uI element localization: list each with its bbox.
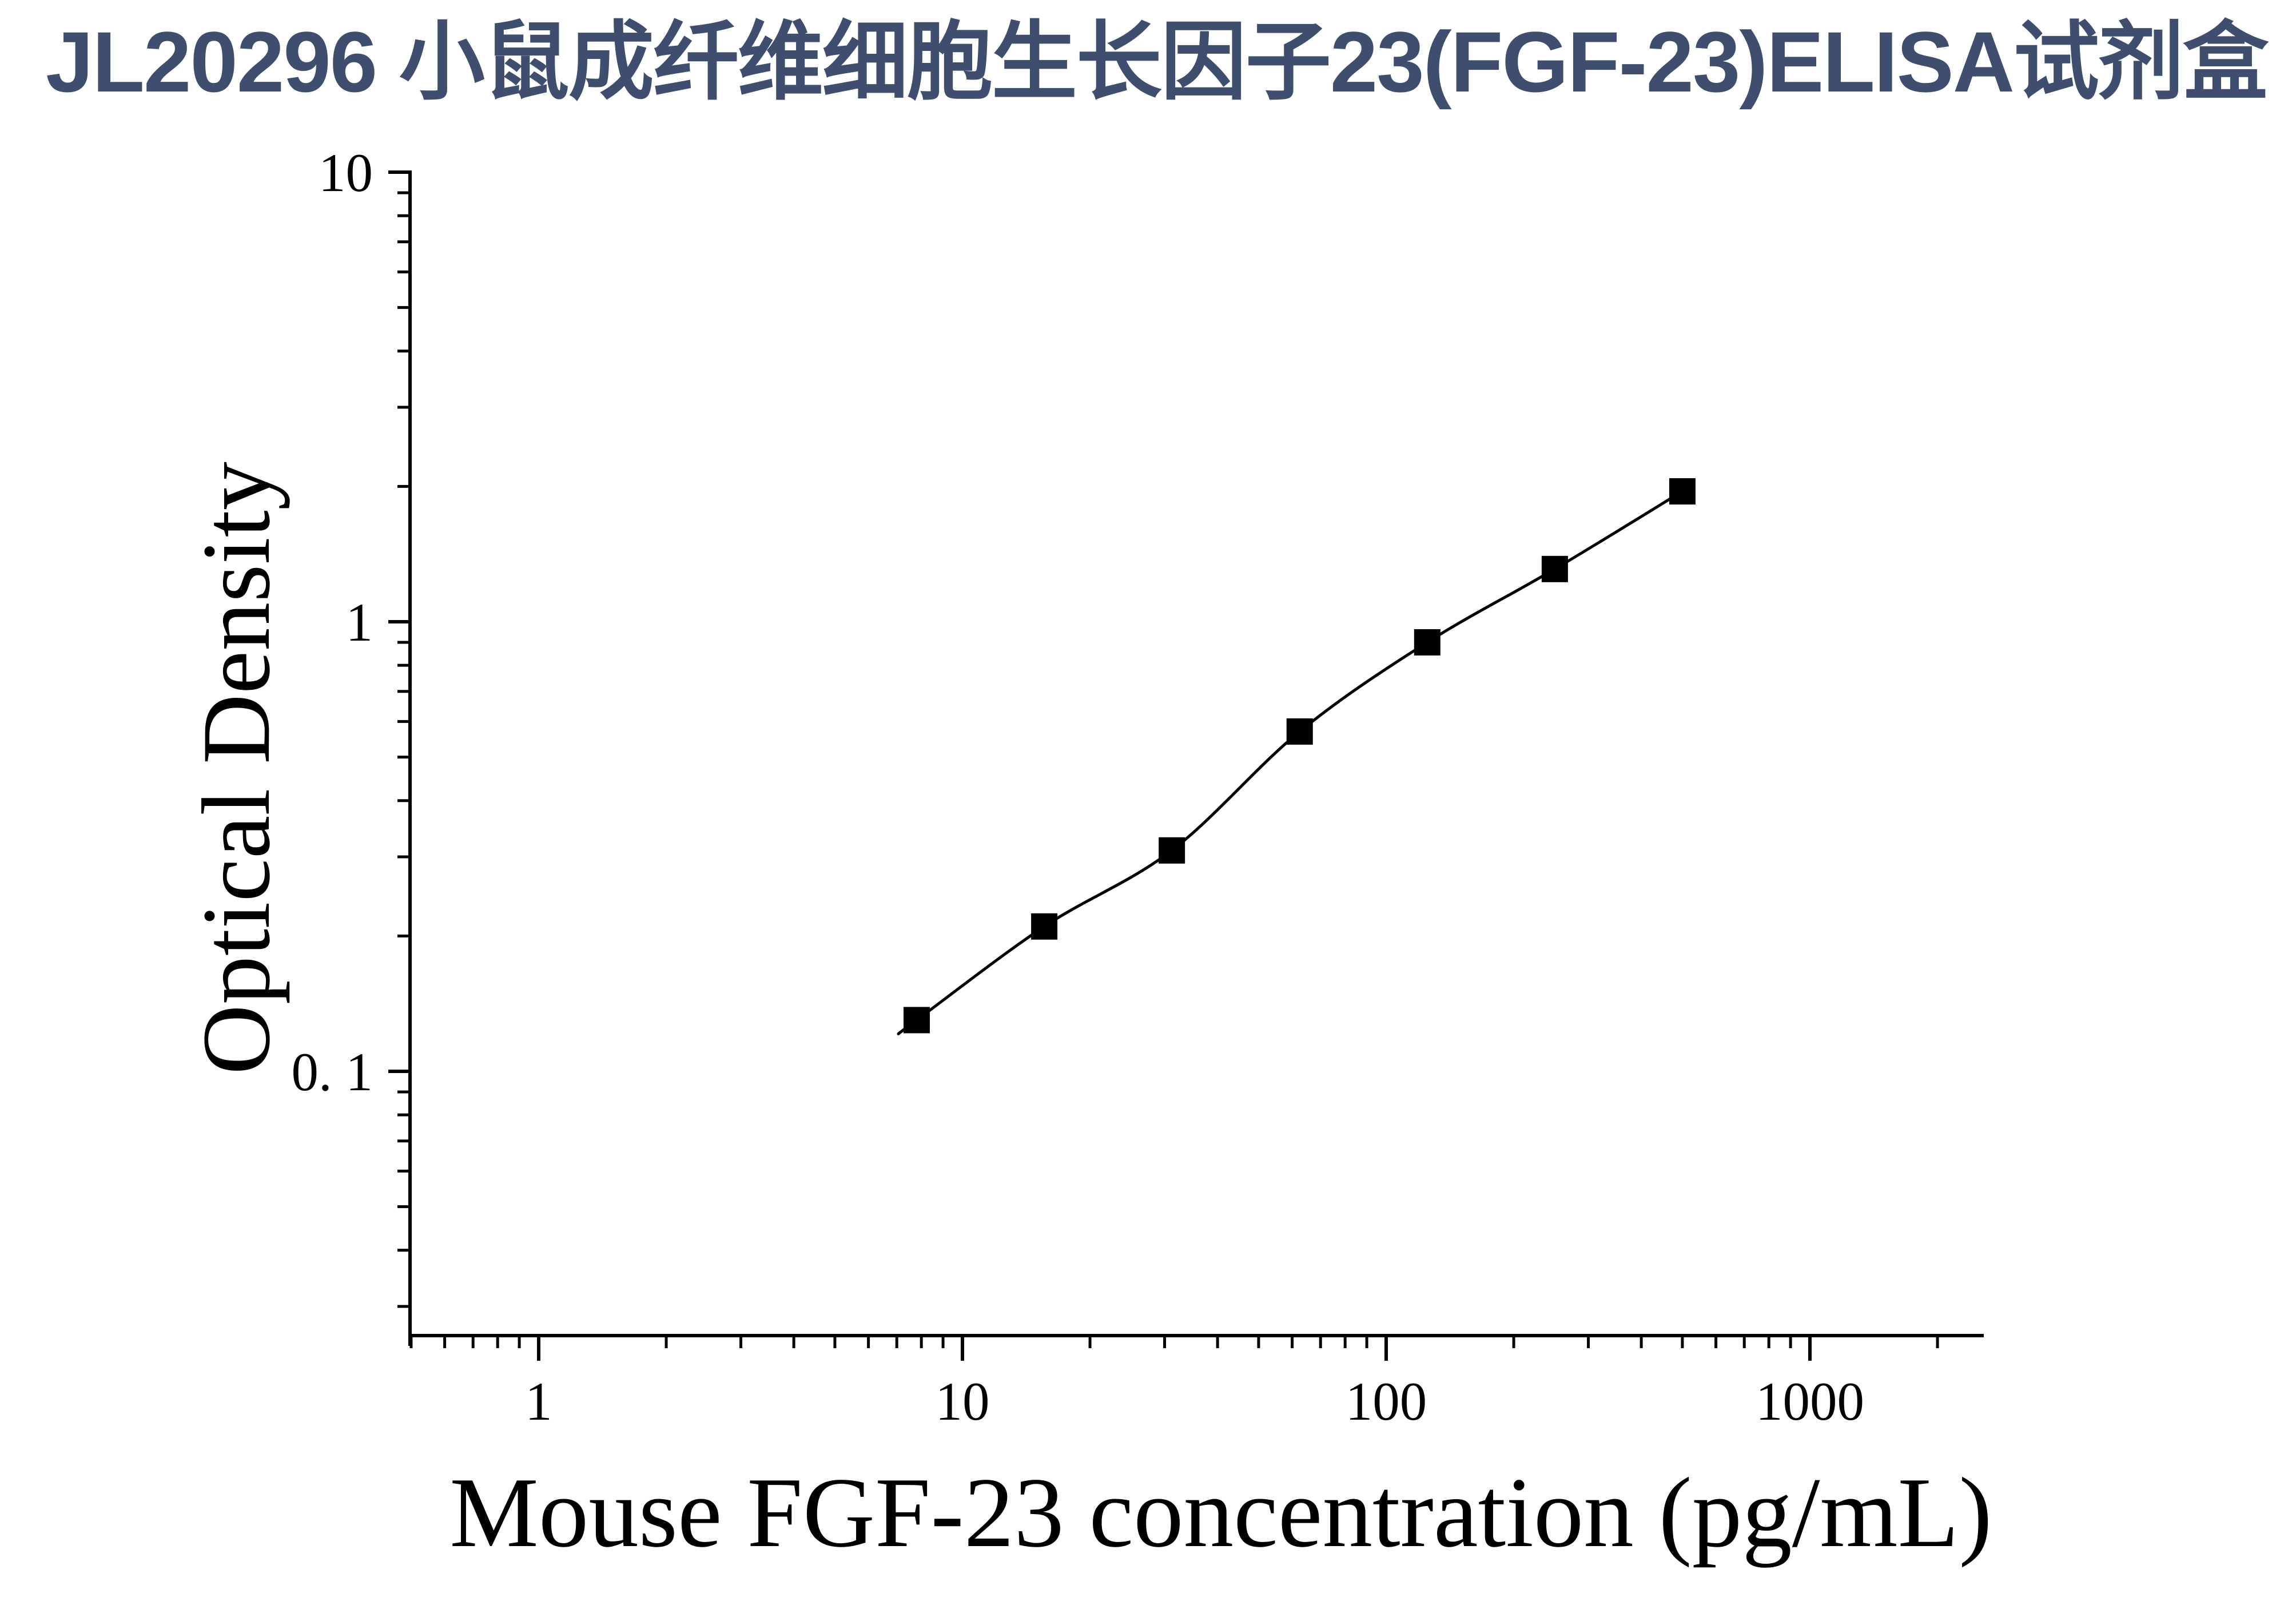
y-tick-label: 10	[319, 142, 373, 203]
x-tick-label: 1000	[1756, 1371, 1864, 1432]
data-point-marker	[1414, 629, 1441, 655]
data-point-marker	[1541, 555, 1568, 582]
data-point-marker	[1669, 478, 1696, 505]
y-tick-label: 0. 1	[292, 1042, 373, 1102]
data-point-marker	[1286, 718, 1313, 745]
chart-title: JL20296 小鼠成纤维细胞生长因子23(FGF-23)ELISA试剂盒	[46, 14, 2269, 110]
data-point-marker	[1159, 837, 1185, 864]
data-point-marker	[1031, 913, 1058, 940]
x-tick-label: 10	[936, 1371, 990, 1432]
x-axis-title: Mouse FGF-23 concentration (pg/mL)	[449, 1457, 1992, 1568]
x-tick-label: 100	[1346, 1371, 1427, 1432]
data-point-marker	[904, 1007, 930, 1034]
y-tick-label: 1	[346, 592, 373, 653]
x-tick-label: 1	[525, 1371, 552, 1432]
